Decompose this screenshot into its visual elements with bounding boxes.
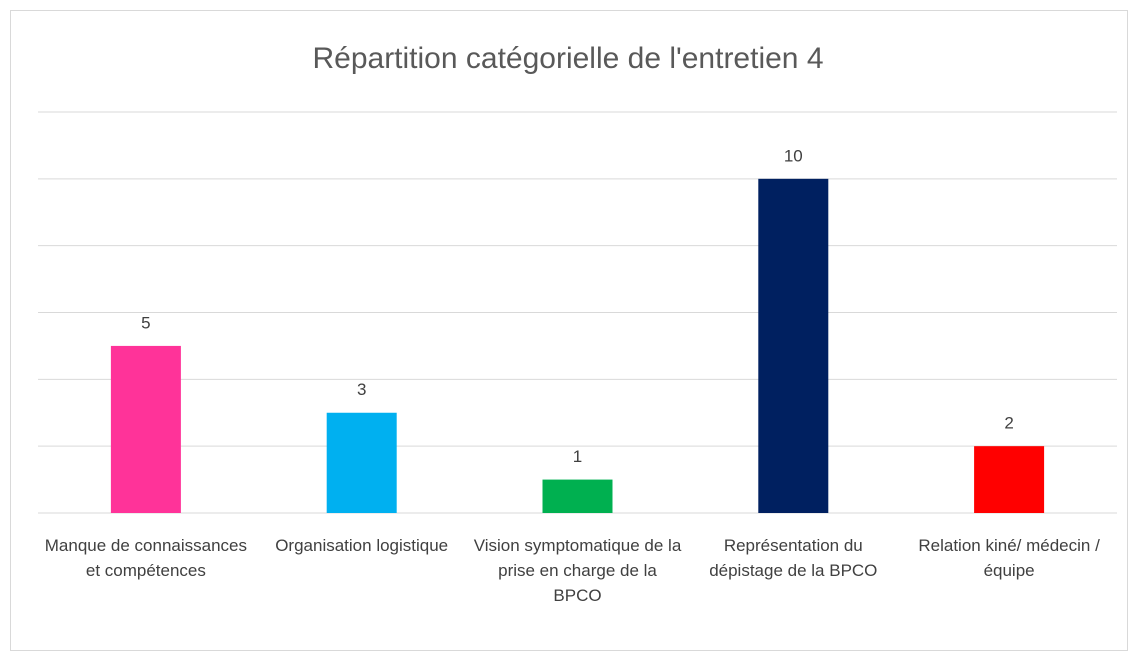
data-label: 10	[784, 146, 803, 165]
x-tick-label: Manque de connaissances et compétences	[44, 536, 248, 580]
data-label: 3	[357, 380, 366, 399]
chart-title: Répartition catégorielle de l'entretien …	[312, 42, 823, 75]
x-tick-label: Organisation logistique	[275, 536, 449, 555]
data-label: 1	[573, 447, 582, 466]
bar	[974, 446, 1045, 513]
bar	[542, 479, 613, 513]
x-tick-label: Relation kiné/ médecin / équipe	[918, 536, 1100, 580]
chart-border	[10, 10, 1128, 651]
data-label: 5	[141, 313, 150, 332]
bar	[758, 178, 829, 514]
data-label: 2	[1004, 414, 1013, 433]
x-tick-label: Représentation du dépistage de la BPCO	[709, 536, 878, 580]
bar	[326, 412, 397, 513]
bar	[110, 345, 181, 513]
x-tick-label: Vision symptomatique de la prise en char…	[473, 536, 682, 605]
